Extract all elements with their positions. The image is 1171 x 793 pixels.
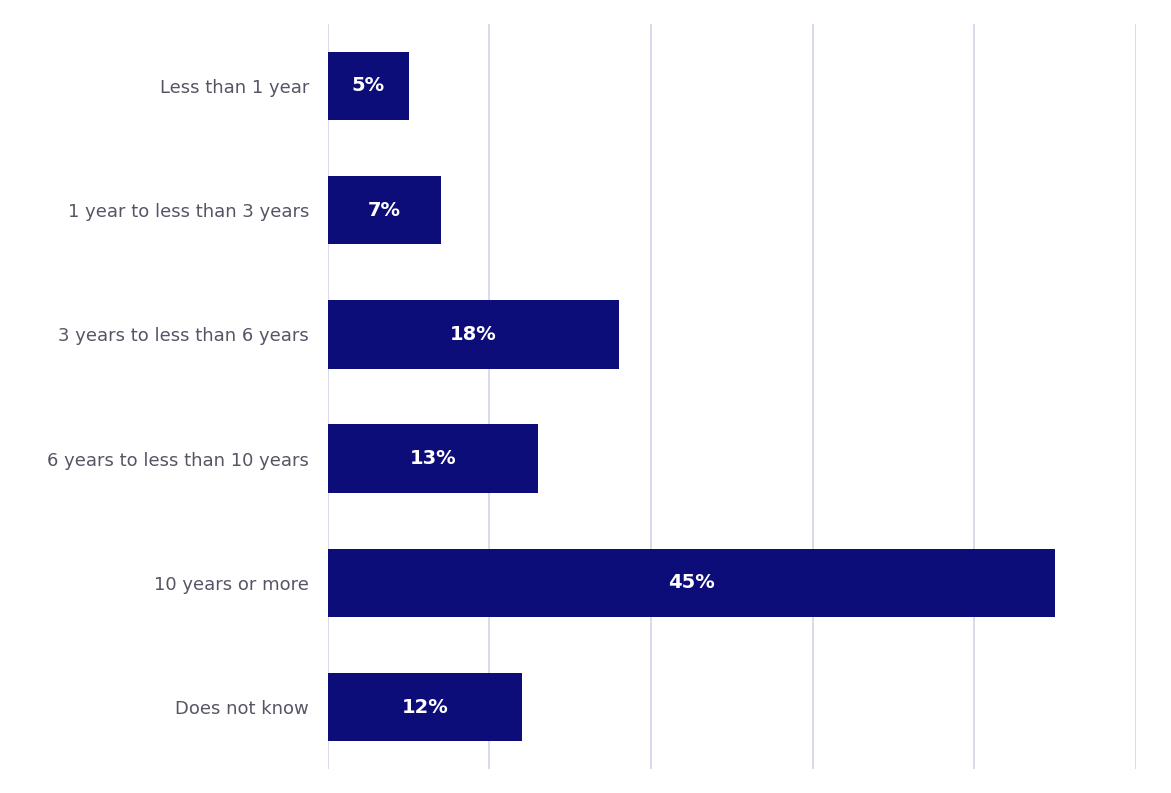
- Bar: [328, 176, 441, 244]
- Text: 7%: 7%: [368, 201, 400, 220]
- Text: 12%: 12%: [402, 698, 448, 717]
- Text: 18%: 18%: [450, 325, 497, 344]
- Bar: [328, 673, 522, 741]
- Text: 5%: 5%: [351, 76, 385, 95]
- Bar: [328, 549, 1055, 617]
- Text: 45%: 45%: [669, 573, 714, 592]
- Text: 13%: 13%: [410, 449, 457, 468]
- Bar: [328, 424, 537, 492]
- Bar: [328, 301, 618, 369]
- Bar: [328, 52, 409, 120]
